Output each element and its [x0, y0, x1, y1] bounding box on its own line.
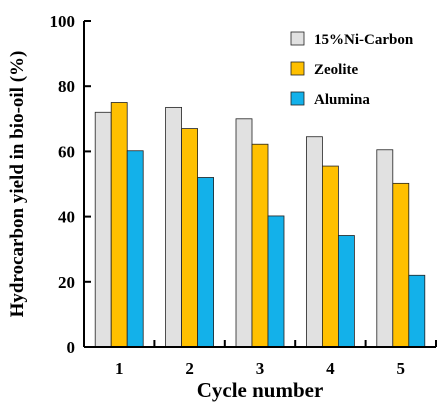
bar-15-ni-carbon: [94, 111, 112, 348]
legend-swatch: [290, 61, 305, 76]
x-ticks-group: 1 2 3 4 5: [115, 340, 437, 378]
legend-swatch: [290, 91, 305, 106]
bar-zeolite: [251, 143, 269, 348]
y-tick-label: 40: [58, 208, 75, 227]
legend: 15%Ni-Carbon Zeolite Alumina: [290, 31, 414, 108]
x-tick-label: 3: [256, 359, 265, 378]
bar-15-ni-carbon: [235, 118, 253, 348]
y-tick-label: 20: [58, 273, 75, 292]
x-tick-label: 1: [115, 359, 124, 378]
x-tick-label: 2: [185, 359, 194, 378]
bar-zeolite: [321, 165, 339, 348]
bar-zeolite: [181, 128, 199, 348]
y-tick-label: 0: [67, 338, 76, 357]
y-axis-label: Hydrocarbon yield in bio-oil (%): [7, 51, 28, 318]
y-tick-label: 60: [58, 142, 75, 161]
bar-15-ni-carbon: [376, 149, 394, 348]
x-tick-label: 5: [397, 359, 406, 378]
bar-alumina: [408, 274, 426, 348]
y-ticks-group: 0 20 40 60 80 100: [50, 12, 91, 357]
legend-label: Alumina: [314, 92, 370, 108]
axes-group: [83, 21, 436, 348]
legend-swatch: [290, 31, 305, 46]
bar-15-ni-carbon: [165, 106, 183, 348]
bar-zeolite: [110, 102, 128, 348]
x-tick-label: 4: [326, 359, 335, 378]
bar-alumina: [267, 215, 285, 348]
y-tick-label: 100: [50, 12, 76, 31]
bar-alumina: [197, 177, 215, 348]
x-axis-label: Cycle number: [197, 378, 324, 402]
bars-group: [94, 102, 426, 348]
bar-15-ni-carbon: [305, 136, 323, 348]
bar-alumina: [126, 150, 144, 348]
bar-alumina: [337, 235, 355, 348]
bar-zeolite: [392, 182, 410, 348]
y-tick-label: 80: [58, 77, 75, 96]
legend-label: Zeolite: [314, 62, 358, 78]
legend-label: 15%Ni-Carbon: [314, 32, 414, 48]
